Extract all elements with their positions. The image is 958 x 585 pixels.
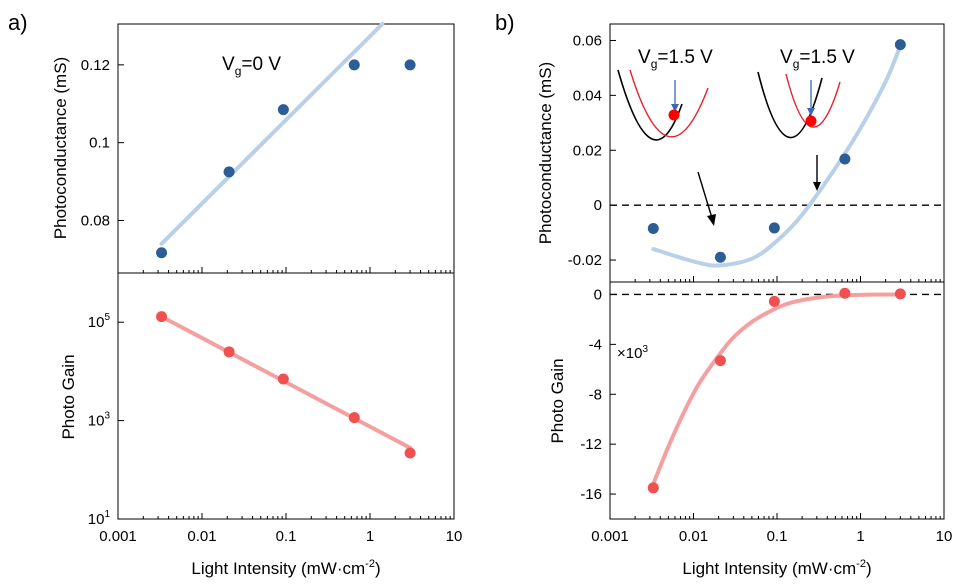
chart-a-top: Photoconductance (mS) Vg=0 V 0.08 0.1 0.12 [51, 22, 455, 274]
band-inset-right-black-curve [757, 71, 823, 139]
a_top-fit-curve [159, 22, 385, 246]
band-inset-right [757, 71, 841, 139]
band-inset-left-dot [668, 109, 680, 121]
b_bottom-data-point [768, 295, 780, 307]
b_bottom-data-point [894, 288, 906, 300]
chart-b-top-annotation-1: Vg=1.5 V [638, 47, 713, 71]
chart-a-bottom-ylabel: Photo Gain [59, 354, 78, 439]
chart-a-top-annotation: Vg=0 V [222, 54, 281, 78]
b_bottom-xtick-label: 1 [856, 528, 864, 545]
a_bottom-data-point [348, 412, 360, 424]
b_top-ytick-label: 0.04 [573, 87, 602, 104]
b_bottom-xtick-label: 10 [936, 528, 953, 545]
b_bottom-fit-curve [651, 292, 903, 487]
b_top-data-point [768, 222, 780, 234]
a_bottom-xtick-label: 1 [366, 528, 374, 545]
a_top-data-point [348, 59, 360, 71]
band-inset-left [617, 69, 709, 141]
pointer-arrow-left [697, 171, 713, 219]
pointer-arrowhead-left [707, 214, 716, 226]
chart-b-bottom: Photo Gain ×103 Light Intensity (mW·cm-2… [548, 281, 953, 578]
chart-b-bottom-frame [609, 281, 945, 520]
pointer-arrowhead-right [813, 182, 821, 191]
b_top-ytick-label: 0 [594, 197, 602, 214]
a_top-data-point [156, 247, 168, 259]
band-inset-left-arrowhead [671, 104, 679, 112]
chart-b-bottom-ylabel: Photo Gain [548, 358, 567, 443]
chart-b-top-annotation-2: Vg=1.5 V [780, 47, 855, 71]
b_bottom-xtick-label: 0.01 [679, 528, 708, 545]
chart-a-bottom-frame [117, 272, 455, 520]
a_top-data-point [223, 166, 235, 178]
b_bottom-ytick-label: 0 [594, 286, 602, 303]
a_bottom-data-point [156, 311, 168, 323]
b_bottom-xtick-label: 0.1 [767, 528, 788, 545]
panel-b-letter: b) [495, 10, 515, 35]
a_bottom-data-point [223, 346, 235, 358]
a_bottom-xtick-label: 0.01 [187, 528, 216, 545]
b_top-ytick-label: 0.06 [573, 32, 602, 49]
band-inset-left-black-curve [617, 69, 683, 141]
a_top-data-point [404, 59, 416, 71]
b_bottom-data-point [839, 287, 851, 299]
b_top-data-point [714, 251, 726, 263]
a_top-data-point [277, 104, 289, 116]
pointer-arrows [697, 155, 821, 226]
a_bottom-ytick-label: 105 [88, 312, 111, 331]
a_top-ytick-label: 0.08 [81, 212, 110, 229]
b_bottom-ytick-label: -8 [589, 386, 602, 403]
panel-a-letter: a) [8, 10, 28, 35]
a_top-ytick-label: 0.1 [89, 135, 110, 152]
chart-a-top-ylabel: Photoconductance (mS) [51, 57, 70, 239]
b_top-ytick-label: 0.02 [573, 142, 602, 159]
a_bottom-xtick-label: 0.001 [99, 528, 137, 545]
a_top-ytick-label: 0.12 [81, 57, 110, 74]
chart-b-top-ylabel: Photoconductance (mS) [536, 62, 555, 244]
a_bottom-xtick-label: 0.1 [276, 528, 297, 545]
b_bottom-data-point [714, 355, 726, 367]
b_bottom-ytick-label: -12 [580, 436, 602, 453]
b_top-data-point [647, 222, 659, 234]
b_bottom-xtick-label: 0.001 [591, 528, 629, 545]
a_bottom-xtick-label: 10 [446, 528, 463, 545]
b_bottom-data-point [647, 482, 659, 494]
band-inset-right-arrowhead [807, 108, 815, 116]
chart-a-bottom: Photo Gain Light Intensity (mW·cm-2) 0.0… [59, 272, 463, 578]
b_top-fit-curve [651, 43, 903, 268]
a_bottom-data-point [277, 373, 289, 385]
band-inset-right-dot [805, 115, 817, 127]
a_bottom-ytick-label: 103 [88, 411, 111, 430]
b_top-ytick-label: -0.02 [568, 252, 602, 269]
b_bottom-ytick-label: -4 [589, 336, 602, 353]
chart-b-bottom-xlabel: Light Intensity (mW·cm-2) [682, 558, 871, 578]
a_bottom-data-point [404, 447, 416, 459]
a_bottom-ytick-label: 101 [88, 509, 111, 528]
chart-a-bottom-xlabel: Light Intensity (mW·cm-2) [191, 558, 380, 578]
b_top-data-point [839, 153, 851, 165]
b_top-data-point [894, 39, 906, 51]
chart-b-top: Photoconductance (mS) Vg=1.5 V Vg=1.5 V … [536, 23, 945, 283]
b_bottom-ytick-label: -16 [580, 486, 602, 503]
chart-b-bottom-multiplier: ×103 [617, 344, 648, 362]
band-inset-right-red-curve [785, 73, 841, 128]
band-inset-left-red-curve [629, 69, 709, 138]
